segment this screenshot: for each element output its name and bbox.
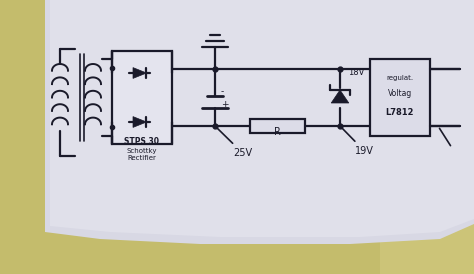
Polygon shape <box>45 0 474 244</box>
Text: -: - <box>221 87 224 96</box>
Polygon shape <box>133 68 146 78</box>
Text: Rectifier: Rectifier <box>128 155 156 161</box>
Bar <box>112 51 172 144</box>
Text: 19V: 19V <box>342 128 374 156</box>
Text: +: + <box>221 100 228 109</box>
Bar <box>380 0 474 274</box>
Text: L7812: L7812 <box>386 109 414 117</box>
Bar <box>370 59 430 136</box>
Polygon shape <box>133 117 146 127</box>
Text: Voltag: Voltag <box>388 89 412 98</box>
Text: STPS 30: STPS 30 <box>125 137 159 146</box>
Bar <box>250 119 305 133</box>
Text: 18V: 18V <box>348 68 365 77</box>
Text: 25V: 25V <box>217 128 252 158</box>
Polygon shape <box>50 0 474 237</box>
Text: regulat.: regulat. <box>386 75 413 81</box>
Polygon shape <box>331 90 349 103</box>
Text: R: R <box>273 127 281 137</box>
Text: Schottky: Schottky <box>127 148 157 154</box>
